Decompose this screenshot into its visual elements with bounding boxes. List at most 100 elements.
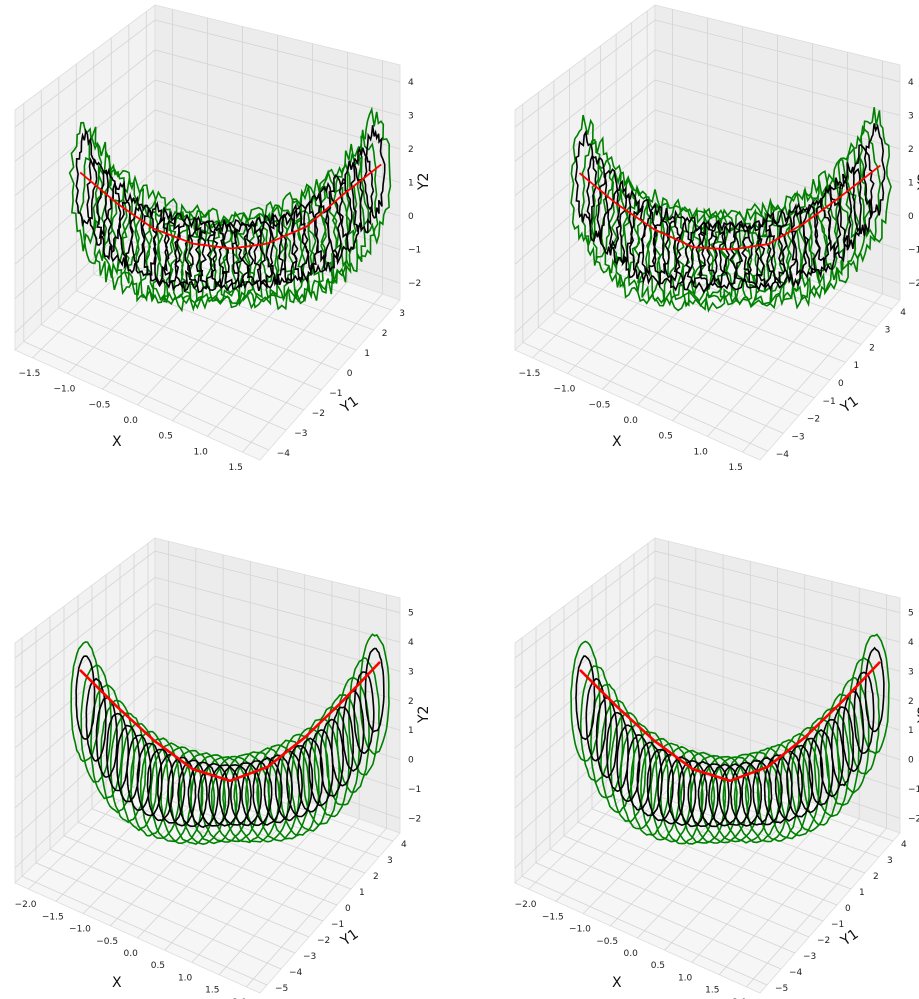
z-gridline [14, 603, 401, 719]
x-gridline [582, 554, 724, 914]
y-tick-label: −5 [275, 984, 288, 994]
inner-contour-ring [353, 671, 375, 755]
y-tick-label: −2 [807, 415, 820, 425]
outer-contour-ring [302, 718, 340, 826]
y-gridline [128, 24, 374, 331]
x-gridline [610, 561, 751, 927]
y-tick-label: 0 [345, 904, 351, 914]
z-tick-label: 5 [908, 609, 914, 619]
z-gridline [514, 49, 901, 162]
outer-contour-ring [779, 732, 820, 837]
inner-contour-ring [814, 184, 842, 274]
x-tick-label: −0.5 [89, 400, 111, 410]
inner-contour-ring [677, 760, 708, 828]
z-tick-label: −2 [908, 814, 919, 824]
inner-contour-ring [319, 718, 344, 798]
mean-curve [578, 164, 881, 251]
inner-contour-ring [263, 754, 293, 824]
z-tick-label: −2 [908, 279, 919, 289]
x-gridline [718, 588, 860, 975]
x-tick-label: 1.0 [178, 973, 193, 983]
y-gridline [49, 616, 296, 954]
y-gridline [522, 104, 768, 452]
y-tick-label: −5 [775, 984, 788, 994]
outer-contour-ring [313, 705, 350, 818]
y-gridline [63, 606, 310, 938]
z-axis-label: Y2 [916, 173, 919, 191]
z-tick-label: 0 [408, 756, 414, 766]
y-gridline [537, 92, 784, 434]
x-gridline [707, 52, 848, 437]
x-gridline [137, 568, 278, 939]
y-gridline [23, 103, 269, 451]
inner-contour-ring [278, 202, 310, 284]
y-tick-label: 4 [900, 308, 906, 318]
y-tick-label: 3 [885, 326, 891, 336]
y-tick-label: 4 [901, 840, 907, 850]
y-tick-label: −1 [831, 920, 844, 930]
z-axis-label: Y2 [416, 173, 432, 191]
inner-contour-ring [752, 757, 783, 826]
x-tick-label: 2.0 [232, 998, 247, 999]
x-tick-label: −1.5 [42, 912, 64, 922]
z-gridline [14, 655, 401, 779]
mean-curve [79, 163, 382, 250]
inner-contour-ring [852, 144, 875, 237]
y-tick-label: 3 [399, 309, 405, 319]
outer-contour-ring [719, 208, 772, 308]
inner-contour-ring [802, 197, 832, 279]
x-tick-label: 1.5 [229, 463, 243, 473]
outer-contour-ring [813, 706, 850, 818]
inner-contour-ring [177, 759, 208, 828]
outer-contour-ring [768, 739, 810, 840]
inner-contour-ring [136, 742, 163, 817]
z-tick-label: 4 [408, 638, 414, 648]
inner-contour-ring [741, 217, 776, 291]
inner-contour-ring [187, 761, 219, 829]
outer-contour-ring [808, 170, 850, 296]
y-gridline [58, 77, 304, 411]
x-gridline [246, 594, 387, 988]
y-tick-label: −4 [789, 968, 803, 978]
y-gridline [521, 637, 768, 986]
y-gridline [119, 564, 366, 874]
x-gridline [746, 594, 887, 988]
x-tick-label: 0.0 [624, 416, 639, 426]
x-tick-label: −1.5 [19, 369, 41, 379]
inner-contour-ring [672, 216, 706, 291]
x-tick-label: −0.5 [596, 937, 618, 947]
outer-contour-ring [90, 683, 124, 800]
outer-contour-ring [847, 657, 880, 775]
chart-panel-top-right: −1.5−1.0−0.50.00.51.01.5−4−3−2−101234−2−… [514, 4, 919, 473]
chart-panel-bottom-right: −2.0−1.5−1.0−0.50.00.51.01.52.0−5−4−3−2−… [514, 537, 919, 999]
z-tick-label: −1 [408, 246, 421, 256]
z-gridline [14, 576, 401, 689]
z-gridline [514, 169, 901, 299]
y-tick-label: 3 [887, 856, 893, 866]
inner-contour-ring [253, 213, 288, 289]
z-gridline [514, 550, 901, 659]
x-axis-label: X [112, 975, 122, 991]
inner-contour-ring [827, 177, 853, 263]
inner-contour-ring [687, 760, 719, 828]
inner-contour-ring [116, 724, 141, 803]
x-axis-label: X [612, 434, 622, 450]
y-tick-label: −1 [329, 389, 342, 399]
z-gridline [514, 681, 901, 809]
outer-contour-ring [70, 641, 101, 763]
inner-contour-ring [297, 737, 324, 813]
x-tick-label: −1.5 [542, 912, 564, 922]
inner-contour-ring [342, 689, 365, 773]
z-gridline [514, 109, 901, 231]
inner-contour-ring [718, 763, 752, 826]
y-tick-label: −3 [791, 432, 804, 442]
outer-contour-ring [222, 210, 274, 310]
inner-contour-ring [265, 213, 299, 287]
y-tick-label: −2 [317, 936, 330, 946]
outer-contour-ring [121, 184, 164, 303]
inner-contour-ring [575, 655, 596, 741]
outer-contour-ring [356, 106, 392, 246]
inner-contour-ring [636, 741, 663, 817]
inner-contour-ring [797, 737, 824, 814]
x-axis-label: X [612, 975, 622, 991]
